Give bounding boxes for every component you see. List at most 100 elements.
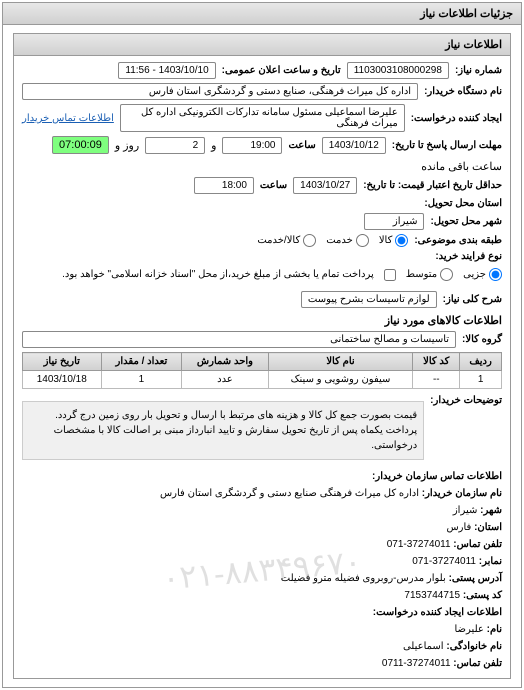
c-name-label: نام: (487, 624, 502, 635)
row-buyer-note: توضیحات خریدار: قیمت بصورت جمع کل کالا و… (22, 395, 502, 460)
row-city: شهر محل تحویل: شیراز (22, 213, 502, 230)
cat-opt2-label: خدمت (326, 235, 353, 246)
table-row: 1 -- سیفون روشویی و سینک عدد 1 1403/10/1… (23, 371, 502, 389)
need-number-label: شماره نیاز: (455, 65, 502, 76)
city-value: شیراز (364, 213, 424, 230)
th-1: کد کالا (413, 353, 460, 371)
size-label: نوع فرایند خرید: (435, 251, 502, 262)
table-header-row: ردیف کد کالا نام کالا واحد شمارش تعداد /… (23, 353, 502, 371)
remaining-days: 2 (145, 137, 205, 154)
validity-label: حداقل تاریخ اعتبار قیمت: تا تاریخ: (363, 180, 502, 191)
panel-title: جزئیات اطلاعات نیاز (3, 3, 521, 25)
size-radios: جزیی متوسط پرداخت تمام یا بخشی از مبلغ خ… (62, 268, 502, 281)
table-body: 1 -- سیفون روشویی و سینک عدد 1 1403/10/1… (23, 371, 502, 389)
remaining-prefix: و (211, 139, 216, 152)
goods-title: اطلاعات کالاهای مورد نیاز (22, 314, 502, 327)
size-radio-input-2[interactable] (440, 268, 453, 281)
city-label: شهر محل تحویل: (430, 216, 502, 227)
table-head: ردیف کد کالا نام کالا واحد شمارش تعداد /… (23, 353, 502, 371)
cat-radio-1[interactable]: کالا (379, 234, 409, 247)
category-label: طبقه بندی موضوعی: (414, 235, 502, 246)
th-5: تاریخ نیاز (23, 353, 102, 371)
group-label: گروه کالا: (462, 334, 502, 345)
row-creator: ایجاد کننده درخواست: علیرضا اسماعیلی مسئ… (22, 104, 502, 132)
reply-time-label: ساعت (288, 140, 315, 151)
reply-date: 1403/10/12 (322, 137, 386, 154)
row-category: طبقه بندی موضوعی: کالا خدمت کالا/خدمت (22, 234, 502, 247)
cat-radio-3[interactable]: کالا/خدمت (257, 234, 316, 247)
th-3: واحد شمارش (182, 353, 268, 371)
c-lname: اسماعیلی (403, 641, 444, 652)
row-group: گروه کالا: تاسیسات و مصالح ساختمانی (22, 331, 502, 348)
cat-opt1-label: کالا (379, 235, 393, 246)
th-2: نام کالا (268, 353, 413, 371)
td-3: عدد (182, 371, 268, 389)
validity-date: 1403/10/27 (293, 177, 357, 194)
payment-label: پرداخت تمام یا بخشی از مبلغ خرید،از محل … (62, 269, 374, 280)
c-city: شیراز (453, 505, 478, 516)
row-org: نام دستگاه خریدار: اداره کل میراث فرهنگی… (22, 83, 502, 100)
buyer-contact-link[interactable]: اطلاعات تماس خریدار (22, 113, 114, 124)
info-body: شماره نیاز: 1103003108000298 تاریخ و ساع… (14, 56, 510, 678)
main-panel: جزئیات اطلاعات نیاز اطلاعات نیاز شماره ن… (2, 2, 522, 688)
province-label: استان محل تحویل: (424, 198, 502, 209)
remaining-time: 07:00:09 (52, 136, 109, 154)
td-4: 1 (101, 371, 182, 389)
c-org-label: نام سازمان خریدار: (422, 488, 502, 499)
cat-radio-input-1[interactable] (395, 234, 408, 247)
c-province: فارس (446, 522, 471, 533)
c-lname-label: نام خانوادگی: (446, 641, 502, 652)
desc-value: لوازم تاسیسات بشرح پیوست (301, 291, 437, 308)
reply-label: مهلت ارسال پاسخ تا تاریخ: (392, 140, 502, 151)
announce-label: تاریخ و ساعت اعلان عمومی: (222, 65, 341, 76)
cat-radio-input-2[interactable] (356, 234, 369, 247)
row-province: استان محل تحویل: (22, 198, 502, 209)
c-ctel-label: تلفن تماس: (453, 658, 502, 669)
size-radio-1[interactable]: جزیی (463, 268, 502, 281)
desc-label: شرح کلی نیاز: (443, 294, 502, 305)
contact-block: ۰۲۱-۸۸۳۴۹۶۷۰ اطلاعات تماس سازمان خریدار:… (22, 468, 502, 672)
c-fax: 37274011-071 (412, 556, 476, 567)
size-opt1-label: جزیی (463, 269, 486, 280)
c-req-title: اطلاعات ایجاد کننده درخواست: (373, 607, 502, 618)
remaining-suffix: ساعت باقی مانده (421, 160, 502, 173)
row-need-number: شماره نیاز: 1103003108000298 تاریخ و ساع… (22, 62, 502, 79)
creator-value: علیرضا اسماعیلی مسئول سامانه تدارکات الک… (120, 104, 405, 132)
info-subpanel: اطلاعات نیاز شماره نیاز: 110300310800029… (13, 33, 511, 679)
c-org: اداره کل میراث فرهنگی صنایع دستی و گردشگ… (160, 488, 419, 499)
cat-opt3-label: کالا/خدمت (257, 235, 300, 246)
c-province-label: استان: (474, 522, 502, 533)
c-addr-label: آدرس پستی: (449, 573, 502, 584)
org-value: اداره کل میراث فرهنگی، صنایع دستی و گردش… (22, 83, 418, 100)
need-number-value: 1103003108000298 (347, 62, 449, 79)
group-value: تاسیسات و مصالح ساختمانی (22, 331, 456, 348)
th-4: تعداد / مقدار (101, 353, 182, 371)
row-validity: حداقل تاریخ اعتبار قیمت: تا تاریخ: 1403/… (22, 177, 502, 194)
cat-radio-2[interactable]: خدمت (326, 234, 369, 247)
creator-label: ایجاد کننده درخواست: (411, 113, 502, 124)
row-reply-deadline: مهلت ارسال پاسخ تا تاریخ: 1403/10/12 ساع… (22, 136, 502, 173)
c-ctel: 37274011-0711 (382, 658, 451, 669)
td-0: 1 (460, 371, 502, 389)
c-postal: 7153744715 (404, 590, 460, 601)
org-label: نام دستگاه خریدار: (424, 86, 502, 97)
size-radio-2[interactable]: متوسط (406, 268, 453, 281)
buyer-note-label: توضیحات خریدار: (430, 395, 502, 406)
info-header: اطلاعات نیاز (14, 34, 510, 56)
td-1: -- (413, 371, 460, 389)
validity-time-label: ساعت (260, 180, 287, 191)
remaining-mid: روز و (115, 139, 139, 152)
c-tel-label: تلفن تماس: (453, 539, 502, 550)
c-postal-label: کد پستی: (463, 590, 502, 601)
payment-checkbox[interactable] (384, 269, 396, 281)
announce-value: 1403/10/10 - 11:56 (118, 62, 215, 79)
td-2: سیفون روشویی و سینک (268, 371, 413, 389)
panel-body: اطلاعات نیاز شماره نیاز: 110300310800029… (3, 25, 521, 687)
size-radio-input-1[interactable] (489, 268, 502, 281)
th-0: ردیف (460, 353, 502, 371)
row-size: نوع فرایند خرید: جزیی متوسط پرداخت تمام … (22, 251, 502, 281)
size-opt2-label: متوسط (406, 269, 437, 280)
cat-radio-input-3[interactable] (303, 234, 316, 247)
category-radios: کالا خدمت کالا/خدمت (257, 234, 408, 247)
c-fax-label: نمابر: (479, 556, 502, 567)
